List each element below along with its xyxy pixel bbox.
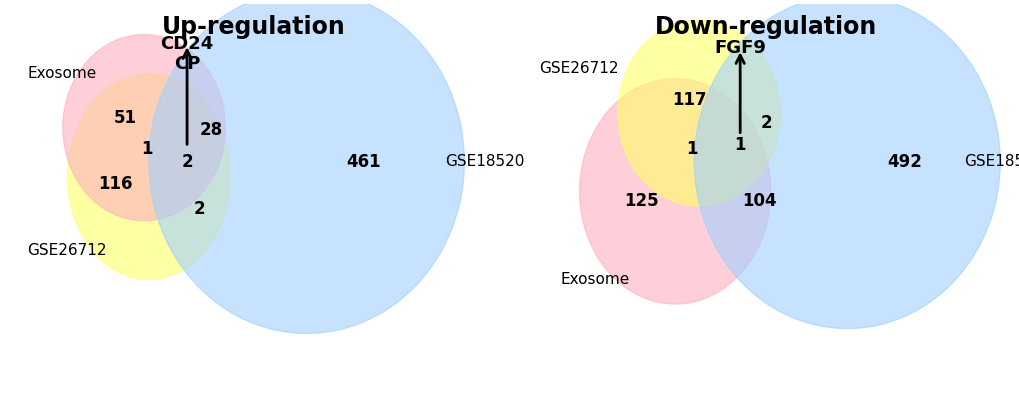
Ellipse shape bbox=[579, 79, 770, 304]
Text: GSE18520: GSE18520 bbox=[963, 154, 1019, 169]
Ellipse shape bbox=[694, 0, 1000, 329]
Ellipse shape bbox=[63, 35, 225, 221]
Text: 125: 125 bbox=[624, 192, 658, 210]
Text: Exosome: Exosome bbox=[28, 66, 97, 81]
Text: 492: 492 bbox=[887, 153, 921, 171]
Ellipse shape bbox=[149, 0, 464, 334]
Text: CD24
CP: CD24 CP bbox=[160, 35, 214, 73]
Text: 104: 104 bbox=[741, 192, 775, 210]
Text: Exosome: Exosome bbox=[559, 272, 629, 287]
Text: 51: 51 bbox=[113, 109, 137, 127]
Text: 116: 116 bbox=[98, 176, 132, 193]
Text: 1: 1 bbox=[686, 140, 697, 158]
Text: 117: 117 bbox=[672, 91, 706, 109]
Text: 2: 2 bbox=[759, 114, 771, 132]
Text: GSE26712: GSE26712 bbox=[28, 243, 107, 258]
Text: 28: 28 bbox=[200, 121, 222, 139]
Text: 1: 1 bbox=[141, 140, 153, 158]
Text: 1: 1 bbox=[734, 136, 745, 154]
Text: 2: 2 bbox=[194, 200, 205, 218]
Text: GSE26712: GSE26712 bbox=[539, 61, 619, 77]
Text: GSE18520: GSE18520 bbox=[444, 154, 524, 169]
Text: Down-regulation: Down-regulation bbox=[654, 15, 876, 39]
Text: Up-regulation: Up-regulation bbox=[162, 15, 345, 39]
Text: 2: 2 bbox=[181, 153, 193, 171]
Ellipse shape bbox=[618, 20, 780, 206]
Text: FGF9: FGF9 bbox=[713, 40, 765, 57]
Ellipse shape bbox=[67, 74, 230, 280]
Text: 461: 461 bbox=[346, 153, 381, 171]
